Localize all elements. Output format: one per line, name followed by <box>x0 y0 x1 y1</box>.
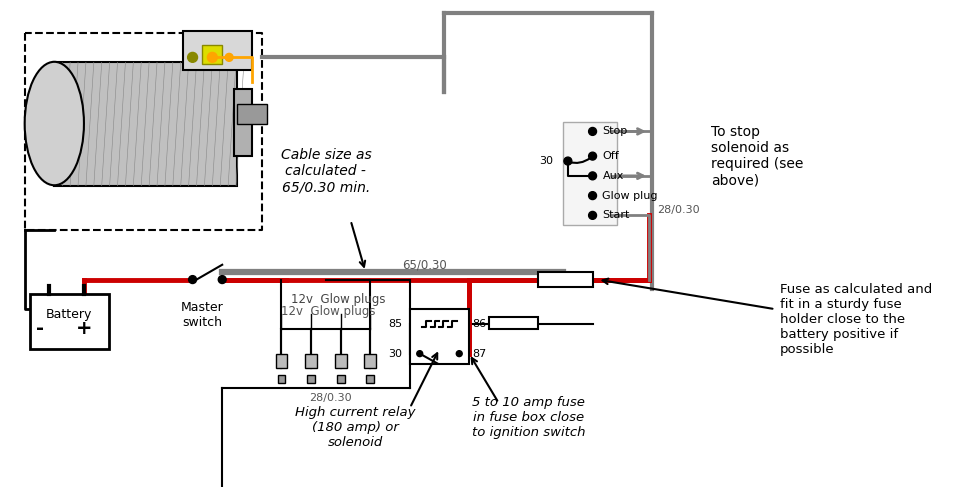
Text: 12v  Glow plugs: 12v Glow plugs <box>281 305 376 318</box>
Bar <box>54 62 237 186</box>
Text: 28/0.30: 28/0.30 <box>657 205 700 216</box>
Circle shape <box>564 157 572 165</box>
Circle shape <box>588 192 597 199</box>
Text: +: + <box>76 319 92 339</box>
Text: 85: 85 <box>388 319 402 329</box>
Bar <box>183 31 252 70</box>
Text: 5 to 10 amp fuse
in fuse box close
to ignition switch: 5 to 10 amp fuse in fuse box close to ig… <box>472 396 585 440</box>
Text: -: - <box>36 319 44 339</box>
Text: Battery: Battery <box>46 308 92 320</box>
Bar <box>410 309 469 364</box>
Circle shape <box>456 351 462 357</box>
Text: To stop
solenoid as
required (see
above): To stop solenoid as required (see above) <box>711 125 803 187</box>
Bar <box>364 354 376 368</box>
Bar <box>337 375 345 383</box>
Bar <box>366 375 374 383</box>
Bar <box>335 354 347 368</box>
Text: Aux: Aux <box>603 171 624 181</box>
Text: Master
switch: Master switch <box>181 301 224 329</box>
Bar <box>275 354 288 368</box>
Bar <box>277 375 286 383</box>
Bar <box>234 89 252 156</box>
Circle shape <box>588 127 597 135</box>
Bar <box>30 294 109 349</box>
Text: 86: 86 <box>472 319 486 329</box>
Text: 30: 30 <box>388 349 402 359</box>
Bar <box>538 271 593 288</box>
Text: Stop: Stop <box>603 126 628 136</box>
Text: Start: Start <box>603 210 630 221</box>
Text: Off: Off <box>603 151 619 161</box>
Bar <box>237 104 266 123</box>
Bar <box>563 122 617 225</box>
Circle shape <box>207 52 217 62</box>
Text: Fuse as calculated and
fit in a sturdy fuse
holder close to the
battery positive: Fuse as calculated and fit in a sturdy f… <box>780 283 932 356</box>
Ellipse shape <box>24 62 84 185</box>
Text: 87: 87 <box>472 349 486 359</box>
Bar <box>489 317 538 329</box>
Text: 12v  Glow plugs: 12v Glow plugs <box>292 293 386 306</box>
Circle shape <box>588 172 597 180</box>
Circle shape <box>189 275 197 284</box>
Circle shape <box>188 52 198 62</box>
Text: 28/0.30: 28/0.30 <box>309 393 352 403</box>
Text: High current relay
(180 amp) or
solenoid: High current relay (180 amp) or solenoid <box>296 406 416 449</box>
Text: Glow plug: Glow plug <box>603 191 658 200</box>
Text: 30: 30 <box>539 156 553 166</box>
Bar <box>305 354 317 368</box>
Circle shape <box>588 211 597 220</box>
Text: 65/0.30: 65/0.30 <box>402 258 447 271</box>
Bar <box>203 45 222 64</box>
Circle shape <box>588 152 597 160</box>
Circle shape <box>225 53 234 61</box>
Circle shape <box>417 351 422 357</box>
Text: Cable size as
calculated -
65/0.30 min.: Cable size as calculated - 65/0.30 min. <box>281 147 371 194</box>
Bar <box>307 375 315 383</box>
Circle shape <box>218 275 226 284</box>
